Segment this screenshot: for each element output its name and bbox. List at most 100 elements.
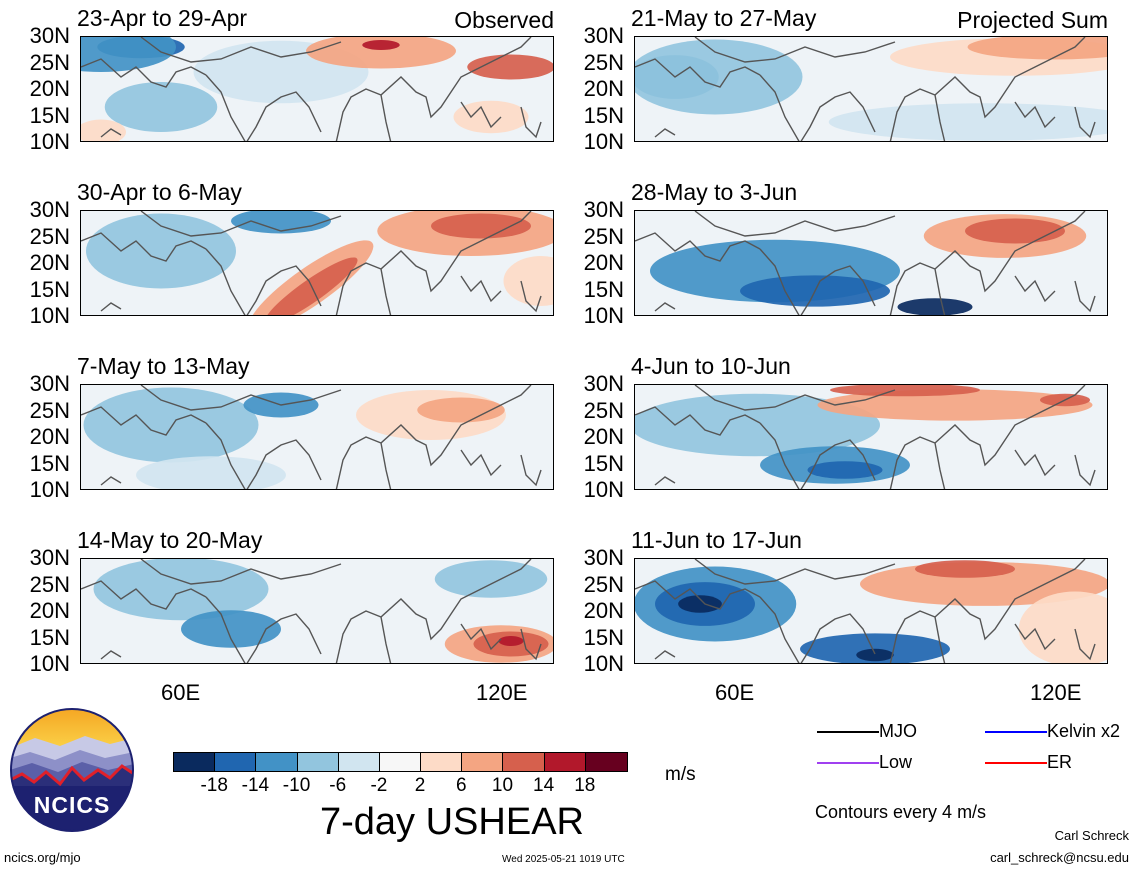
shading-region (1018, 591, 1107, 663)
panel-tag: Projected Sum (957, 7, 1108, 33)
lat-label: 10N (583, 303, 624, 328)
coastline (81, 232, 207, 262)
colorbar-swatch (174, 753, 216, 771)
colorbar-swatch (544, 753, 586, 771)
lat-label: 20N (583, 424, 624, 449)
map-field (635, 211, 1107, 315)
legend-line (817, 731, 879, 733)
shading-region (86, 213, 236, 289)
colorbar-tick-label: 10 (491, 775, 514, 796)
coastline (654, 476, 676, 486)
lat-label: 30N (583, 23, 624, 48)
coastline (205, 248, 246, 315)
lat-label: 25N (29, 397, 70, 423)
coastline (759, 422, 800, 489)
coastline (380, 37, 532, 119)
coastline (205, 596, 246, 663)
lat-label: 15N (29, 624, 70, 650)
colorbar-swatch (462, 753, 504, 771)
colorbar-tick-label: 18 (574, 775, 596, 796)
map-panel (634, 384, 1108, 490)
coastline (380, 211, 532, 293)
coastline (889, 88, 946, 141)
coastline (694, 559, 896, 585)
coastline (335, 262, 392, 315)
shading-region (431, 213, 531, 239)
shading-region (417, 397, 505, 423)
footer-email[interactable]: carl_schreck@ncsu.edu (990, 850, 1129, 865)
panel-title: 14-May to 20-May (77, 527, 263, 553)
lat-label: 20N (29, 76, 70, 101)
colorbar-tick-label: -18 (200, 775, 228, 796)
coastline (100, 128, 122, 138)
coastline (934, 559, 1086, 641)
coastline (205, 74, 246, 141)
map-panel (80, 384, 554, 490)
lat-label: 30N (29, 371, 70, 396)
coastline (1014, 275, 1056, 303)
lat-label: 15N (583, 624, 624, 650)
coastline (335, 610, 392, 663)
coastline (246, 91, 322, 141)
colorbar-unit: m/s (665, 764, 696, 785)
colorbar-swatch (297, 753, 339, 771)
ncics-logo-icon (10, 708, 134, 832)
coastline (246, 265, 322, 315)
coastline (520, 106, 542, 139)
lat-label: 30N (29, 545, 70, 570)
legend-line (817, 762, 879, 764)
coastline (81, 58, 207, 88)
coastline (1074, 454, 1096, 487)
map-field (81, 385, 553, 489)
shading-region (467, 54, 553, 80)
colorbar-tick-label: 2 (414, 775, 426, 796)
lat-label: 30N (29, 197, 70, 222)
shading-region (915, 560, 1015, 578)
lat-label: 15N (29, 102, 70, 128)
footer-timestamp: Wed 2025-05-21 1019 UTC (502, 854, 625, 865)
coastline (460, 623, 502, 651)
lat-label: 25N (583, 571, 624, 597)
coastline (81, 580, 207, 610)
coastline (1074, 280, 1096, 313)
panel-tag: Observed (454, 7, 554, 33)
ncics-logo: NCICS (10, 708, 134, 832)
shading-region (93, 559, 269, 621)
lat-label: 30N (583, 371, 624, 396)
shading-region (81, 119, 126, 141)
lat-label: 25N (29, 571, 70, 597)
legend-label: Kelvin x2 (1047, 721, 1121, 741)
map-panel (634, 558, 1108, 664)
lat-label: 20N (29, 250, 70, 275)
colorbar-swatch (503, 753, 545, 771)
shading-region (817, 389, 1093, 421)
shading-region (306, 37, 456, 69)
coastline (654, 302, 676, 312)
colorbar-tick-label: -10 (282, 775, 311, 796)
shading-region (967, 37, 1107, 60)
coastline (380, 385, 532, 467)
map-field (81, 211, 553, 315)
map-panel (634, 210, 1108, 316)
shading-region (231, 211, 331, 234)
coastline (335, 436, 392, 489)
footer-url[interactable]: ncics.org/mjo (4, 850, 81, 865)
coastline (460, 101, 502, 129)
coastline (335, 88, 392, 141)
legend-label: MJO (879, 721, 917, 741)
lat-label: 10N (29, 303, 70, 328)
coastline (140, 37, 342, 63)
shading-region (498, 636, 524, 646)
coastline (460, 275, 502, 303)
coastline (934, 37, 1086, 119)
legend-label: ER (1047, 752, 1073, 772)
shading-region (807, 461, 883, 479)
lat-label: 30N (583, 197, 624, 222)
legend-label: Low (879, 752, 913, 772)
lat-label: 10N (583, 129, 624, 154)
lat-label: 20N (583, 598, 624, 623)
shading-region (897, 298, 973, 315)
coastline (246, 613, 322, 663)
colorbar-swatch (585, 753, 627, 771)
lat-label: 25N (583, 223, 624, 249)
